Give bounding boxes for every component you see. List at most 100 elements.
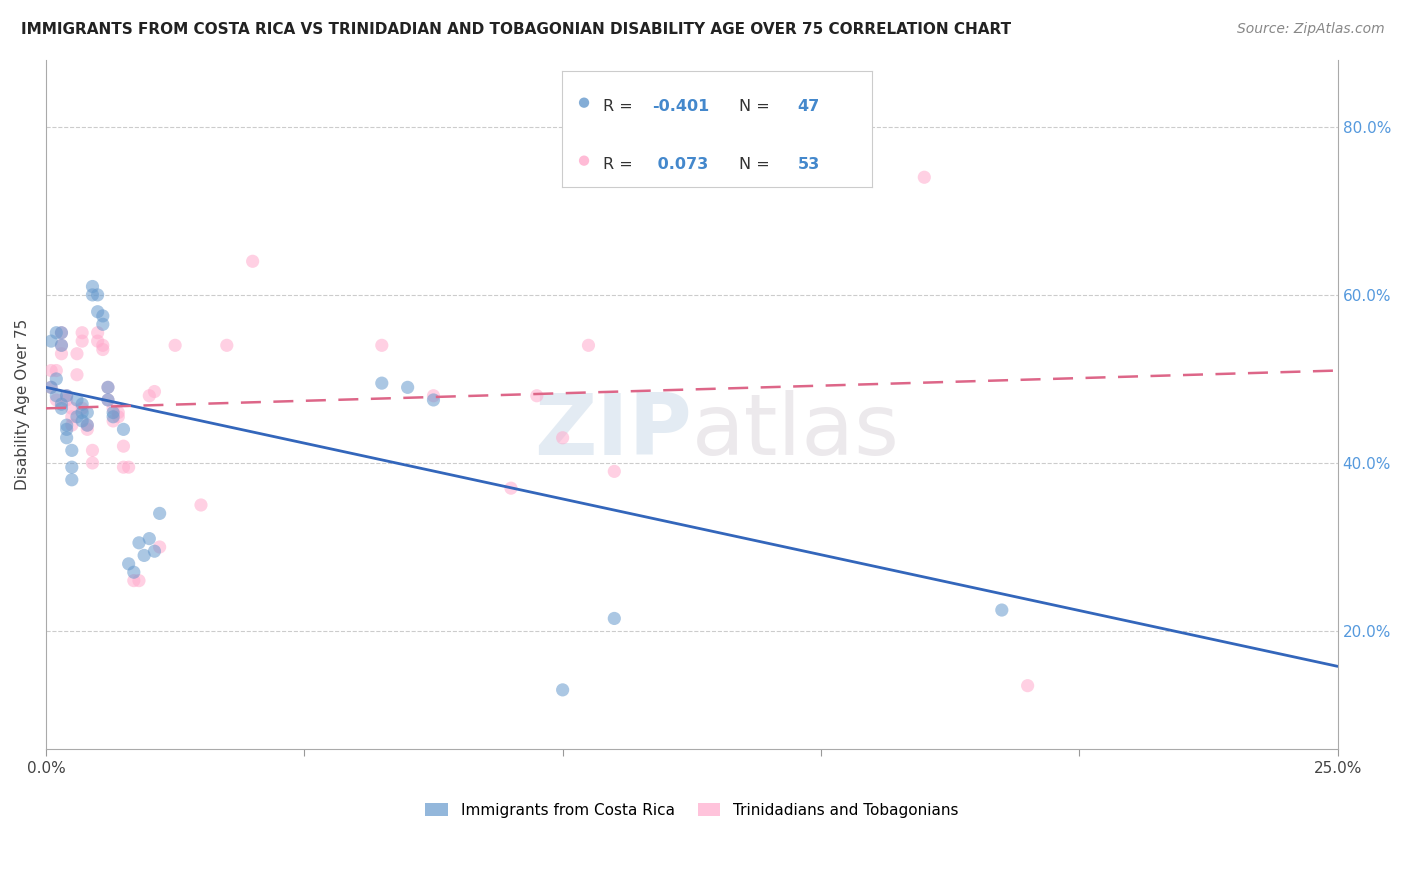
Point	[107, 409, 129, 424]
Point	[572, 95, 595, 110]
Point	[101, 414, 124, 428]
Point	[371, 338, 394, 352]
Point	[70, 401, 93, 416]
Point	[51, 338, 73, 352]
Text: 53: 53	[797, 157, 820, 172]
Point	[55, 389, 77, 403]
Point	[122, 574, 145, 588]
Point	[97, 392, 120, 407]
Point	[60, 418, 83, 433]
Point	[422, 389, 444, 403]
Point	[143, 384, 166, 399]
Point	[628, 103, 651, 117]
Text: R =: R =	[603, 157, 637, 172]
Point	[45, 389, 67, 403]
Text: -0.401: -0.401	[652, 99, 710, 114]
Text: atlas: atlas	[692, 390, 900, 474]
Point	[45, 363, 67, 377]
Point	[138, 389, 160, 403]
Point	[82, 279, 104, 293]
Point	[55, 431, 77, 445]
Point	[134, 549, 156, 563]
Point	[66, 409, 89, 424]
Point	[112, 460, 135, 475]
Point	[190, 498, 212, 512]
Point	[551, 682, 574, 697]
Point	[112, 439, 135, 453]
Point	[149, 507, 172, 521]
Point	[86, 334, 108, 348]
Y-axis label: Disability Age Over 75: Disability Age Over 75	[15, 318, 30, 490]
Point	[60, 401, 83, 416]
Point	[128, 574, 150, 588]
Point	[215, 338, 238, 352]
Point	[51, 401, 73, 416]
Point	[578, 338, 600, 352]
Point	[551, 431, 574, 445]
Point	[91, 318, 114, 332]
Point	[149, 540, 172, 554]
Point	[70, 326, 93, 340]
Point	[66, 392, 89, 407]
Point	[97, 392, 120, 407]
Point	[60, 409, 83, 424]
Point	[1017, 679, 1039, 693]
Point	[55, 418, 77, 433]
Point	[572, 153, 595, 168]
Point	[91, 343, 114, 357]
Legend: Immigrants from Costa Rica, Trinidadians and Tobagonians: Immigrants from Costa Rica, Trinidadians…	[419, 797, 965, 823]
Point	[117, 557, 139, 571]
Point	[39, 380, 62, 394]
Point	[60, 460, 83, 475]
Point	[86, 288, 108, 302]
Point	[70, 414, 93, 428]
Point	[51, 397, 73, 411]
Point	[45, 392, 67, 407]
Text: N =: N =	[738, 157, 775, 172]
Point	[101, 406, 124, 420]
Point	[242, 254, 264, 268]
Point	[39, 380, 62, 394]
Point	[97, 380, 120, 394]
Point	[122, 566, 145, 580]
Point	[76, 418, 98, 433]
Point	[70, 397, 93, 411]
Point	[86, 326, 108, 340]
Point	[526, 389, 548, 403]
Point	[51, 326, 73, 340]
Point	[51, 338, 73, 352]
Point	[91, 338, 114, 352]
Point	[55, 389, 77, 403]
Text: IMMIGRANTS FROM COSTA RICA VS TRINIDADIAN AND TOBAGONIAN DISABILITY AGE OVER 75 : IMMIGRANTS FROM COSTA RICA VS TRINIDADIA…	[21, 22, 1011, 37]
Text: 47: 47	[797, 99, 820, 114]
Point	[45, 372, 67, 386]
Point	[912, 170, 935, 185]
Text: N =: N =	[738, 99, 775, 114]
Point	[603, 464, 626, 478]
Point	[76, 406, 98, 420]
Point	[39, 363, 62, 377]
Point	[97, 380, 120, 394]
Point	[499, 481, 522, 495]
Point	[101, 409, 124, 424]
Point	[45, 326, 67, 340]
Point	[76, 422, 98, 436]
Point	[603, 611, 626, 625]
Point	[82, 456, 104, 470]
Point	[70, 406, 93, 420]
Text: 0.073: 0.073	[652, 157, 709, 172]
Text: ZIP: ZIP	[534, 390, 692, 474]
Point	[51, 326, 73, 340]
Point	[138, 532, 160, 546]
Point	[86, 304, 108, 318]
Text: Source: ZipAtlas.com: Source: ZipAtlas.com	[1237, 22, 1385, 37]
Point	[143, 544, 166, 558]
Point	[66, 347, 89, 361]
Point	[39, 334, 62, 348]
Point	[112, 422, 135, 436]
Point	[60, 473, 83, 487]
Point	[55, 422, 77, 436]
Point	[165, 338, 187, 352]
Point	[422, 392, 444, 407]
Point	[117, 460, 139, 475]
